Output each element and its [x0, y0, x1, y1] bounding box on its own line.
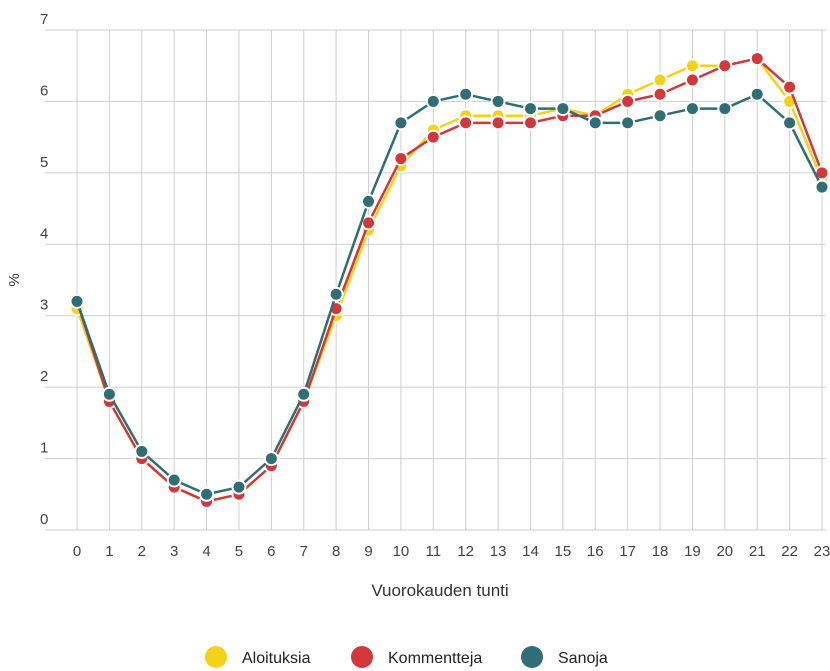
series-line: [75, 57, 824, 503]
x-tick-label: 8: [332, 543, 340, 560]
x-tick-label: 13: [490, 543, 507, 560]
x-tick-label: 10: [393, 543, 410, 560]
data-point: [393, 115, 409, 131]
data-point: [263, 451, 279, 467]
y-tick-label: 1: [40, 440, 48, 457]
legend-item: Kommentteja: [351, 646, 482, 668]
grid: [45, 29, 826, 531]
series-line: [75, 93, 824, 496]
y-axis-label: %: [6, 273, 23, 286]
data-point: [717, 58, 733, 74]
legend-item: Sanoja: [521, 646, 608, 668]
y-tick-label: 0: [40, 511, 48, 528]
y-tick-label: 5: [40, 154, 48, 171]
data-point: [587, 115, 603, 131]
y-axis-ticks: 0 1 2 3 4 5 6 7: [40, 11, 48, 528]
data-point: [782, 79, 798, 95]
x-tick-label: 22: [781, 543, 798, 560]
data-point: [166, 472, 182, 488]
x-tick-label: 15: [555, 543, 572, 560]
data-point: [101, 386, 117, 402]
x-tick-label: 3: [170, 543, 178, 560]
data-point: [717, 101, 733, 117]
y-tick-label: 6: [40, 82, 48, 99]
x-tick-label: 6: [267, 543, 275, 560]
data-point: [425, 129, 441, 145]
data-point: [522, 101, 538, 117]
data-point: [620, 115, 636, 131]
y-tick-label: 3: [40, 297, 48, 314]
x-tick-label: 7: [300, 543, 308, 560]
x-tick-label: 0: [73, 543, 81, 560]
x-axis-label: Vuorokauden tunti: [371, 581, 508, 600]
data-point: [458, 86, 474, 102]
data-point: [69, 293, 85, 309]
data-point: [749, 51, 765, 67]
data-point: [684, 58, 700, 74]
legend-marker: [351, 646, 373, 668]
series-1: [69, 51, 830, 509]
x-tick-label: 11: [426, 543, 442, 560]
legend-label: Sanoja: [558, 650, 608, 667]
data-point: [296, 386, 312, 402]
data-point: [684, 101, 700, 117]
series: [69, 51, 830, 509]
x-tick-label: 19: [684, 543, 701, 560]
data-point: [652, 72, 668, 88]
data-point: [458, 115, 474, 131]
data-point: [393, 151, 409, 167]
legend: Aloituksia Kommentteja Sanoja: [205, 646, 608, 668]
x-axis-ticks: 0 1 2 3 4 5 6 7 8 9 10 11 12 13 14 15 16 17 18 19 20 21 22 23: [73, 543, 830, 560]
y-tick-label: 2: [40, 368, 48, 385]
x-tick-label: 17: [619, 543, 636, 560]
legend-marker: [205, 646, 227, 668]
series-0: [69, 51, 830, 509]
data-point: [522, 115, 538, 131]
x-tick-label: 21: [749, 543, 766, 560]
legend-label: Kommentteja: [388, 650, 482, 667]
x-tick-label: 9: [364, 543, 372, 560]
y-tick-label: 7: [40, 11, 48, 28]
data-point: [231, 479, 247, 495]
x-tick-label: 20: [716, 543, 733, 560]
data-point: [328, 286, 344, 302]
legend-label: Aloituksia: [242, 650, 311, 667]
x-tick-label: 4: [202, 543, 210, 560]
data-point: [555, 101, 571, 117]
data-point: [361, 215, 377, 231]
data-point: [490, 115, 506, 131]
data-point: [652, 86, 668, 102]
data-point: [749, 86, 765, 102]
series-2: [69, 86, 830, 502]
series-line: [75, 57, 824, 503]
data-point: [620, 93, 636, 109]
x-tick-label: 23: [814, 543, 830, 560]
data-point: [652, 108, 668, 124]
data-point: [425, 93, 441, 109]
x-tick-label: 16: [587, 543, 604, 560]
data-point: [361, 193, 377, 209]
x-tick-label: 2: [138, 543, 146, 560]
data-point: [684, 72, 700, 88]
data-point: [199, 486, 215, 502]
x-tick-label: 1: [105, 543, 113, 560]
x-tick-label: 14: [522, 543, 539, 560]
legend-item: Aloituksia: [205, 646, 311, 668]
y-tick-label: 4: [40, 225, 48, 242]
legend-marker: [521, 646, 543, 668]
x-tick-label: 18: [652, 543, 669, 560]
data-point: [782, 115, 798, 131]
x-tick-label: 12: [457, 543, 474, 560]
data-point: [134, 443, 150, 459]
data-point: [490, 93, 506, 109]
x-tick-label: 5: [235, 543, 243, 560]
data-point: [814, 179, 830, 195]
